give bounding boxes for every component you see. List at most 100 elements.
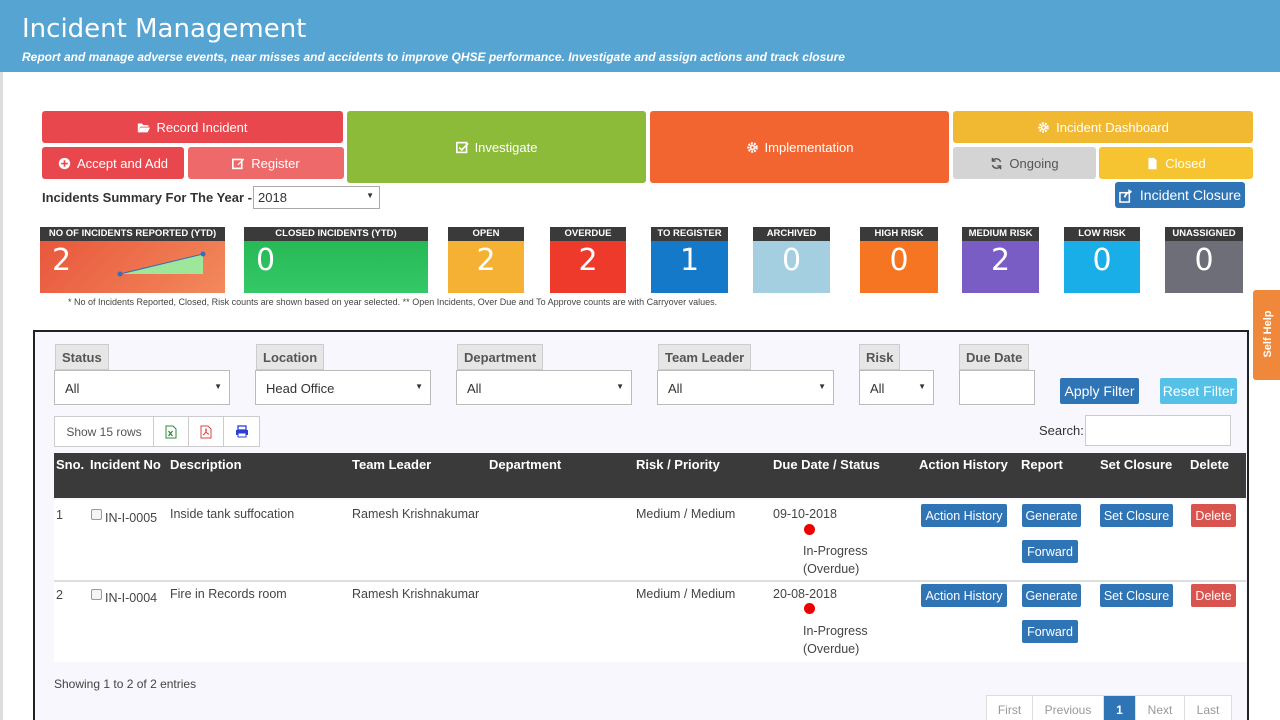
apply-filter-button[interactable]: Apply Filter — [1060, 378, 1139, 404]
status-note: (Overdue) — [803, 562, 860, 576]
card-high-risk[interactable]: HIGH RISK 0 — [860, 227, 938, 293]
status-cell: In-Progress — [803, 544, 868, 558]
self-help-label: Self Help — [1262, 310, 1274, 358]
forward-button[interactable]: Forward — [1022, 620, 1078, 643]
due-date-filter-input[interactable] — [959, 370, 1035, 405]
show-rows-button[interactable]: Show 15 rows — [55, 417, 154, 446]
file-icon — [1148, 157, 1157, 169]
delete-button[interactable]: Delete — [1191, 504, 1236, 527]
record-incident-label: Record Incident — [156, 119, 248, 135]
investigate-button[interactable]: Investigate — [347, 111, 646, 183]
incident-closure-button[interactable]: Incident Closure — [1115, 182, 1245, 208]
location-filter-label: Location — [256, 344, 325, 370]
status-filter-select[interactable]: All ▼ — [54, 370, 230, 405]
incident-dashboard-button[interactable]: Incident Dashboard — [953, 111, 1253, 143]
forward-button[interactable]: Forward — [1022, 540, 1078, 563]
search-input[interactable] — [1085, 415, 1231, 446]
team-leader-filter-label: Team Leader — [658, 344, 752, 370]
card-value: 1 — [679, 243, 700, 278]
set-closure-button[interactable]: Set Closure — [1100, 584, 1173, 607]
pager-first[interactable]: First — [987, 696, 1033, 720]
card-value: 0 — [1092, 243, 1112, 278]
team-leader-filter-value: All — [668, 381, 683, 396]
left-edge — [0, 72, 3, 720]
location-filter-value: Head Office — [266, 381, 335, 396]
column-header: Sno. — [56, 457, 85, 472]
pagination: First Previous 1 Next Last — [986, 695, 1232, 720]
column-header: Incident No — [90, 457, 161, 472]
reset-filter-button[interactable]: Reset Filter — [1160, 378, 1237, 404]
generate-button[interactable]: Generate — [1022, 584, 1081, 607]
chevron-down-icon: ▼ — [616, 382, 624, 391]
team-leader-filter-select[interactable]: All ▼ — [657, 370, 834, 405]
column-header: Due Date / Status — [773, 457, 880, 472]
department-filter-select[interactable]: All ▼ — [456, 370, 632, 405]
card-open[interactable]: OPEN 2 — [448, 227, 524, 293]
card-label: LOW RISK — [1064, 227, 1140, 241]
summary-note: * No of Incidents Reported, Closed, Risk… — [68, 297, 718, 307]
card-label: NO OF INCIDENTS REPORTED (YTD) — [40, 227, 225, 241]
column-header: Set Closure — [1100, 457, 1173, 472]
card-to-register[interactable]: TO REGISTER 1 — [651, 227, 728, 293]
pager-previous[interactable]: Previous — [1033, 696, 1104, 720]
accept-and-add-label: Accept and Add — [76, 155, 169, 171]
gear-icon — [746, 141, 758, 153]
location-filter-select[interactable]: Head Office ▼ — [255, 370, 431, 405]
register-button[interactable]: Register — [188, 147, 344, 179]
plus-circle-icon — [58, 157, 71, 169]
incident-no-cell[interactable]: IN-I-0005 — [105, 511, 158, 525]
sno-cell: 1 — [56, 508, 63, 522]
self-help-tab[interactable]: Self Help — [1253, 290, 1280, 380]
delete-button[interactable]: Delete — [1191, 584, 1236, 607]
implementation-button[interactable]: Implementation — [650, 111, 949, 183]
page-title: Incident Management — [22, 14, 307, 44]
record-incident-button[interactable]: Record Incident — [42, 111, 343, 143]
card-value: 0 — [1194, 243, 1214, 278]
refresh-icon — [992, 157, 1002, 169]
risk-filter-select[interactable]: All ▼ — [859, 370, 934, 405]
risk-filter-value: All — [870, 381, 885, 396]
export-pdf-button[interactable] — [189, 417, 224, 446]
pager-current[interactable]: 1 — [1104, 696, 1136, 720]
card-closed-incidents[interactable]: CLOSED INCIDENTS (YTD) 0 — [244, 227, 428, 293]
generate-button[interactable]: Generate — [1022, 504, 1081, 527]
card-value: 2 — [52, 243, 72, 278]
summary-label: Incidents Summary For The Year - — [42, 190, 252, 205]
card-archived[interactable]: ARCHIVED 0 — [753, 227, 830, 293]
print-button[interactable] — [224, 417, 259, 446]
table-row: 1 IN-I-0005 Inside tank suffocation Rame… — [54, 500, 1246, 580]
chevron-down-icon: ▼ — [366, 191, 374, 200]
ongoing-button[interactable]: Ongoing — [953, 147, 1096, 179]
due-date-filter-label: Due Date — [959, 344, 1030, 370]
action-history-button[interactable]: Action History — [921, 584, 1007, 607]
pager-last[interactable]: Last — [1196, 703, 1220, 717]
card-medium-risk[interactable]: MEDIUM RISK 2 — [962, 227, 1039, 293]
due-date-cell: 09-10-2018 — [773, 507, 837, 521]
edit-icon — [232, 158, 245, 169]
closed-label: Closed — [1165, 155, 1206, 171]
card-unassigned[interactable]: UNASSIGNED 0 — [1165, 227, 1243, 293]
chevron-down-icon: ▼ — [214, 382, 222, 391]
row-checkbox[interactable] — [91, 589, 102, 600]
closed-button[interactable]: Closed — [1099, 147, 1253, 179]
year-select[interactable]: 2018 ▼ — [253, 186, 380, 209]
set-closure-button[interactable]: Set Closure — [1100, 504, 1173, 527]
card-low-risk[interactable]: LOW RISK 0 — [1064, 227, 1140, 293]
print-icon — [235, 425, 248, 438]
pager-next[interactable]: Next — [1136, 696, 1185, 720]
chevron-down-icon: ▼ — [415, 382, 423, 391]
incident-no-cell[interactable]: IN-I-0004 — [105, 591, 158, 605]
search-label: Search: — [1039, 423, 1084, 438]
row-checkbox[interactable] — [91, 509, 102, 520]
action-history-button[interactable]: Action History — [921, 504, 1007, 527]
card-label: MEDIUM RISK — [962, 227, 1039, 241]
accept-and-add-button[interactable]: Accept and Add — [42, 147, 184, 179]
folder-open-icon — [138, 122, 151, 132]
card-incidents-reported[interactable]: NO OF INCIDENTS REPORTED (YTD) 2 — [40, 227, 225, 293]
department-filter-value: All — [467, 381, 482, 396]
card-value: 0 — [889, 243, 909, 278]
status-filter-value: All — [65, 381, 80, 396]
card-overdue[interactable]: OVERDUE 2 — [550, 227, 626, 293]
export-excel-button[interactable] — [154, 417, 189, 446]
due-date-cell: 20-08-2018 — [773, 587, 837, 601]
